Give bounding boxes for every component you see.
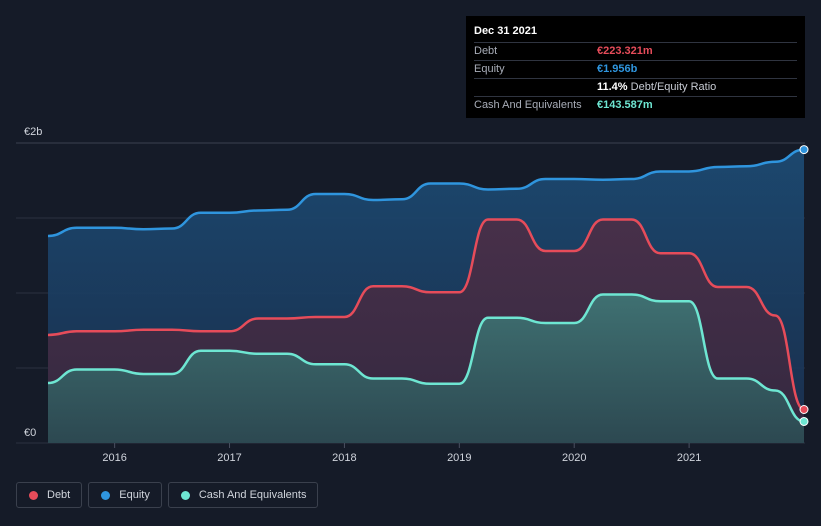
debt-dot-icon — [29, 490, 38, 500]
tooltip-value: 11.4% Debt/Equity Ratio — [597, 79, 716, 96]
x-tick-label: 2019 — [447, 452, 471, 464]
axis-labels: €2b €0 — [24, 126, 42, 439]
debt-end-point[interactable] — [799, 405, 809, 415]
tooltip-row-equity: Equity €1.956b — [474, 60, 797, 78]
equity-end-point[interactable] — [799, 145, 809, 155]
series-lines — [47, 148, 805, 423]
equity-dot-icon — [101, 490, 111, 500]
x-tick-label: 2020 — [562, 452, 586, 464]
tooltip-row-cash: Cash And Equivalents €143.587m — [474, 96, 797, 114]
x-axis-ticks: 2016 2017 2018 2019 2020 2021 — [102, 443, 701, 464]
series-areas — [48, 149, 804, 443]
chart-legend: Debt Equity Cash And Equivalents — [16, 482, 319, 508]
legend-item-equity[interactable]: Equity — [88, 482, 162, 508]
legend-item-cash[interactable]: Cash And Equivalents — [167, 482, 319, 508]
x-tick-label: 2016 — [102, 452, 126, 464]
x-tick-label: 2018 — [332, 452, 356, 464]
tooltip-value: €143.587m — [597, 99, 653, 111]
y-axis-top-label: €2b — [24, 126, 42, 138]
tooltip-label: Debt — [474, 45, 498, 57]
tooltip-panel: Dec 31 2021 Debt €223.321m Equity €1.956… — [466, 16, 805, 118]
cash-area — [48, 294, 804, 443]
tooltip-row-ratio: 11.4% Debt/Equity Ratio — [474, 78, 797, 96]
cash-dot-icon — [180, 490, 190, 500]
cash-line — [47, 293, 805, 423]
tooltip-value: €223.321m — [597, 45, 653, 57]
debt-line — [47, 218, 805, 411]
tooltip-value: €1.956b — [597, 63, 638, 75]
y-axis-bottom-label: €0 — [24, 427, 36, 439]
ratio-value: 11.4% — [597, 81, 628, 93]
tooltip-label: Cash And Equivalents — [474, 99, 582, 111]
ratio-suffix: Debt/Equity Ratio — [630, 81, 717, 93]
legend-label: Equity — [119, 489, 150, 501]
end-markers — [799, 145, 809, 426]
x-tick-label: 2017 — [217, 452, 241, 464]
cash-end-point[interactable] — [799, 416, 809, 426]
tooltip-label — [474, 79, 597, 96]
x-tick-label: 2021 — [677, 452, 701, 464]
legend-item-debt[interactable]: Debt — [16, 482, 83, 508]
tooltip-label: Equity — [474, 63, 505, 75]
legend-label: Cash And Equivalents — [198, 489, 307, 501]
tooltip-date: Dec 31 2021 — [474, 25, 537, 37]
equity-line — [47, 148, 805, 238]
legend-label: Debt — [47, 489, 71, 501]
tooltip-row-debt: Debt €223.321m — [474, 42, 797, 60]
